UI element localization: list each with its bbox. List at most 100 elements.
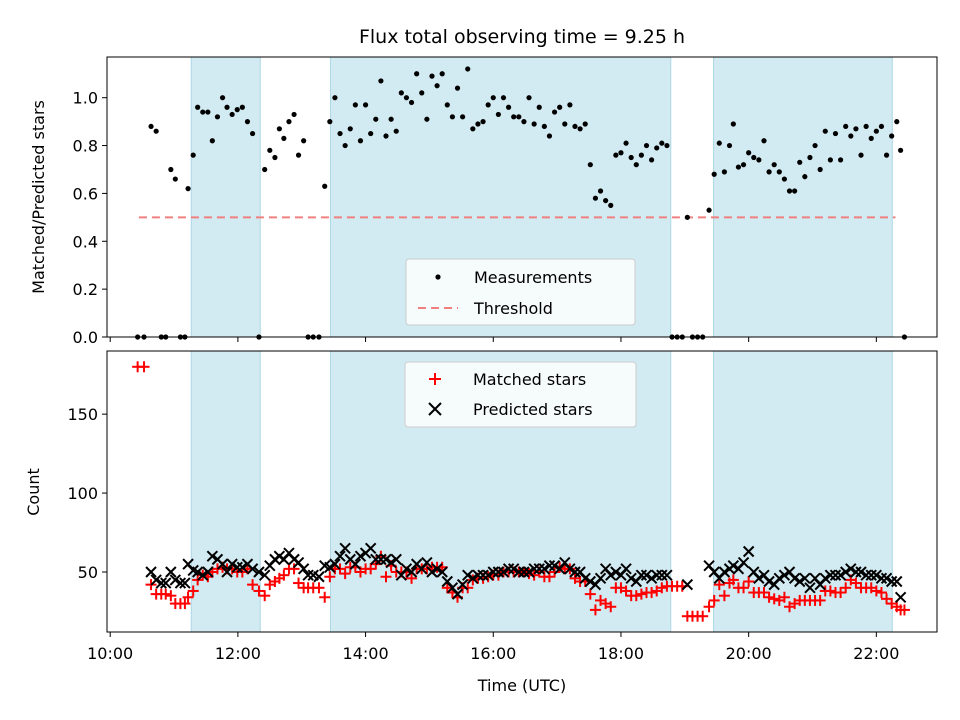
matched-star-point bbox=[339, 568, 351, 580]
predicted-star-x-b bbox=[763, 575, 775, 588]
matched-star-point bbox=[319, 591, 331, 603]
predicted-star-x-b bbox=[165, 566, 177, 578]
predicted-star-point bbox=[718, 566, 731, 578]
measurement-point bbox=[551, 109, 558, 115]
measurement-point bbox=[219, 95, 226, 101]
predicted-star-x-b bbox=[748, 566, 760, 578]
predicted-star-point bbox=[477, 569, 489, 581]
predicted-star-point bbox=[334, 550, 346, 562]
predicted-star-x-b bbox=[819, 572, 831, 585]
measurement-point bbox=[239, 104, 245, 110]
predicted-star-point bbox=[880, 572, 893, 585]
predicted-star-x-b bbox=[875, 572, 888, 585]
predicted-star-point bbox=[179, 577, 191, 589]
measurement-point bbox=[706, 207, 712, 213]
predicted-star-point bbox=[543, 559, 556, 572]
measurement-point bbox=[495, 111, 501, 118]
predicted-star-point bbox=[737, 556, 750, 569]
matched-star-point bbox=[881, 593, 893, 605]
measurement-point bbox=[536, 104, 542, 110]
measurement-point bbox=[500, 95, 507, 101]
predicted-star-x-b bbox=[221, 566, 233, 578]
predicted-star-point bbox=[370, 553, 382, 566]
legend-label-measurements: Measurements bbox=[474, 268, 592, 287]
predicted-star-point bbox=[150, 574, 162, 586]
predicted-star-point bbox=[763, 575, 775, 588]
predicted-star-point bbox=[492, 566, 505, 578]
predicted-star-point bbox=[226, 558, 238, 570]
predicted-star-point bbox=[354, 550, 367, 562]
predicted-star-point bbox=[160, 577, 172, 589]
predicted-star-x-b bbox=[625, 572, 637, 585]
bottom-panel: 50 100 150 10:00 12:00 14:00 16:00 18:00 20:00 2… bbox=[24, 350, 938, 695]
predicted-star-x-b bbox=[431, 563, 443, 575]
predicted-star-x-b bbox=[742, 545, 755, 558]
predicted-star-x-b bbox=[507, 563, 520, 575]
predicted-star-x-b bbox=[467, 572, 479, 585]
measurement-point bbox=[664, 142, 670, 149]
predicted-star-point bbox=[302, 569, 314, 581]
matched-star-point bbox=[324, 571, 336, 583]
predicted-star-x-b bbox=[594, 572, 607, 585]
legend-label-predicted: Predicted stars bbox=[473, 400, 593, 419]
measurement-point bbox=[756, 157, 762, 163]
predicted-star-point bbox=[645, 572, 658, 585]
measurement-point bbox=[541, 123, 547, 130]
measurement-point bbox=[521, 119, 527, 125]
predicted-star-x-b bbox=[523, 566, 535, 578]
y-tick-label: 50 bbox=[78, 563, 98, 582]
predicted-star-x-b bbox=[339, 542, 351, 555]
matched-star-point bbox=[278, 569, 290, 581]
measurement-point bbox=[301, 138, 307, 144]
matched-star-point bbox=[835, 587, 847, 599]
predicted-star-point bbox=[518, 566, 530, 578]
measurement-point bbox=[802, 174, 808, 180]
x-axis-label: Time (UTC) bbox=[477, 676, 566, 695]
measurement-point bbox=[429, 73, 435, 79]
legend-x-marker bbox=[428, 402, 442, 416]
predicted-star-point bbox=[258, 569, 271, 581]
matched-star-point bbox=[763, 591, 775, 603]
matched-star-point bbox=[293, 577, 305, 589]
predicted-stars-points bbox=[145, 542, 907, 603]
predicted-star-point bbox=[804, 582, 816, 594]
shaded-interval-1 bbox=[190, 56, 261, 338]
predicted-star-point bbox=[605, 569, 617, 581]
predicted-star-point bbox=[165, 566, 177, 578]
predicted-star-x-b bbox=[880, 572, 893, 585]
predicted-star-point bbox=[487, 566, 499, 578]
predicted-star-x-b bbox=[206, 550, 219, 562]
predicted-star-point bbox=[651, 569, 663, 581]
measurement-point bbox=[613, 152, 619, 158]
matched-star-point bbox=[703, 601, 715, 613]
measurement-point bbox=[153, 128, 159, 134]
predicted-star-point bbox=[834, 569, 847, 581]
predicted-star-x-b bbox=[216, 558, 229, 570]
predicted-star-point bbox=[221, 566, 233, 578]
predicted-star-x-b bbox=[502, 563, 515, 575]
measurement-points bbox=[135, 66, 908, 340]
predicted-star-x-b bbox=[870, 569, 883, 581]
predicted-star-x-b bbox=[370, 553, 382, 566]
matched-star-point bbox=[138, 361, 150, 373]
predicted-star-x-b bbox=[773, 572, 786, 585]
predicted-star-x-b bbox=[197, 569, 209, 581]
predicted-star-x-b bbox=[456, 578, 469, 591]
predicted-star-x-b bbox=[885, 575, 898, 588]
measurement-point bbox=[786, 188, 793, 194]
measurement-point bbox=[209, 138, 215, 144]
measurement-point bbox=[408, 99, 415, 106]
measurement-point bbox=[883, 152, 890, 158]
x-tick-label: 12:00 bbox=[215, 644, 261, 663]
predicted-star-x-b bbox=[236, 561, 249, 573]
matched-star-point bbox=[620, 585, 632, 597]
measurement-point bbox=[205, 109, 211, 115]
measurement-point bbox=[337, 130, 343, 137]
predicted-star-point bbox=[456, 578, 469, 591]
predicted-star-x-b bbox=[528, 563, 540, 575]
measurement-point bbox=[449, 114, 456, 120]
predicted-star-point bbox=[594, 572, 607, 585]
predicted-star-point bbox=[145, 566, 157, 578]
matched-star-point bbox=[814, 594, 826, 606]
matched-star-point bbox=[247, 579, 259, 591]
